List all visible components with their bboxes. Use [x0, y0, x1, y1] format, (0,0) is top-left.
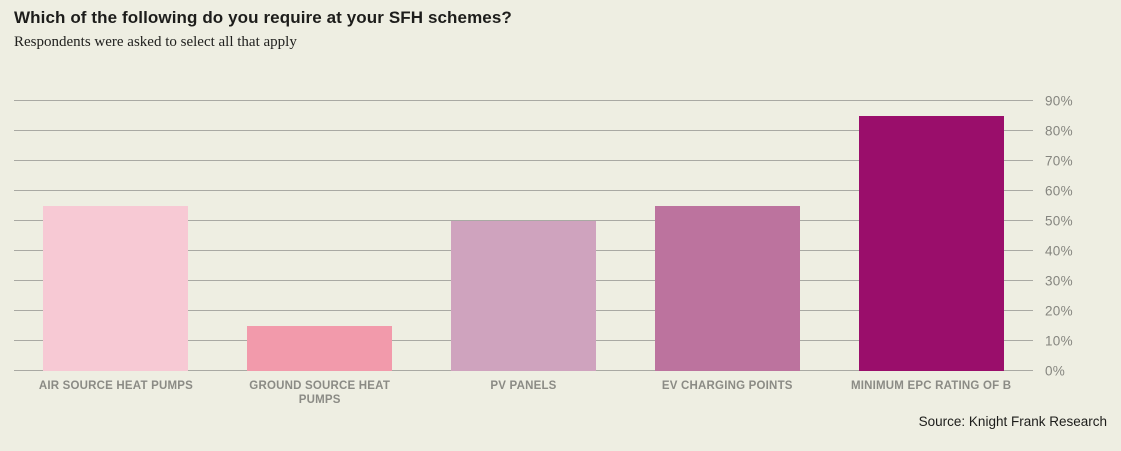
bar-slot-pv-panels [422, 101, 626, 371]
chart-title: Which of the following do you require at… [14, 8, 512, 27]
y-axis-tick-label-30: 30% [1045, 273, 1073, 289]
gridline-90 [14, 100, 1033, 101]
x-axis-label-air-source-heat-pumps: AIR SOURCE HEAT PUMPS [14, 379, 218, 407]
chart-subtitle: Respondents were asked to select all tha… [14, 34, 297, 50]
y-axis-tick-label-20: 20% [1045, 303, 1073, 319]
x-axis-label-ev-charging-points: EV CHARGING POINTS [625, 379, 829, 407]
x-axis-label-text: GROUND SOURCE HEAT PUMPS [249, 380, 391, 406]
gridline-50 [14, 220, 1033, 221]
gridline-80 [14, 130, 1033, 131]
source-credit: Source: Knight Frank Research [918, 414, 1107, 429]
x-axis-label-ground-source-heat-pumps: GROUND SOURCE HEAT PUMPS [218, 379, 422, 407]
y-axis-tick-label-80: 80% [1045, 123, 1073, 139]
y-axis-tick-label-0: 0% [1045, 363, 1066, 379]
bar-slot-ground-source-heat-pumps [218, 101, 422, 371]
bar-chart-plot-area [14, 100, 1033, 371]
y-axis-tick-label-60: 60% [1045, 183, 1073, 199]
x-axis-label-text: PV PANELS [490, 380, 557, 392]
gridline-70 [14, 160, 1033, 161]
bar-ground-source-heat-pumps [247, 326, 393, 371]
y-axis-tick-label-90: 90% [1045, 93, 1073, 109]
x-axis-label-minimum-epc-rating-of-b: MINIMUM EPC RATING OF B [829, 379, 1033, 407]
bar-slot-minimum-epc-rating-of-b [829, 101, 1033, 371]
x-axis-label-pv-panels: PV PANELS [422, 379, 626, 407]
bar-series [14, 101, 1033, 371]
y-axis-tick-label-50: 50% [1045, 213, 1073, 229]
x-axis-label-text: EV CHARGING POINTS [661, 380, 793, 392]
y-axis: 0% 10% 20% 30% 40% 50% 60% 70% 80% 90% [1045, 94, 1115, 379]
bar-ev-charging-points [654, 206, 800, 371]
bar-air-source-heat-pumps [43, 206, 189, 371]
x-axis-label-text: MINIMUM EPC RATING OF B [850, 380, 1012, 392]
y-axis-tick-label-40: 40% [1045, 243, 1073, 259]
gridline-60 [14, 190, 1033, 191]
bar-slot-air-source-heat-pumps [14, 101, 218, 371]
y-axis-tick-label-10: 10% [1045, 333, 1073, 349]
x-axis-label-text: AIR SOURCE HEAT PUMPS [38, 380, 193, 392]
bar-minimum-epc-rating-of-b [858, 116, 1004, 371]
bar-pv-panels [450, 221, 596, 371]
y-axis-tick-label-70: 70% [1045, 153, 1073, 169]
bar-slot-ev-charging-points [625, 101, 829, 371]
x-axis: AIR SOURCE HEAT PUMPS GROUND SOURCE HEAT … [14, 379, 1033, 407]
